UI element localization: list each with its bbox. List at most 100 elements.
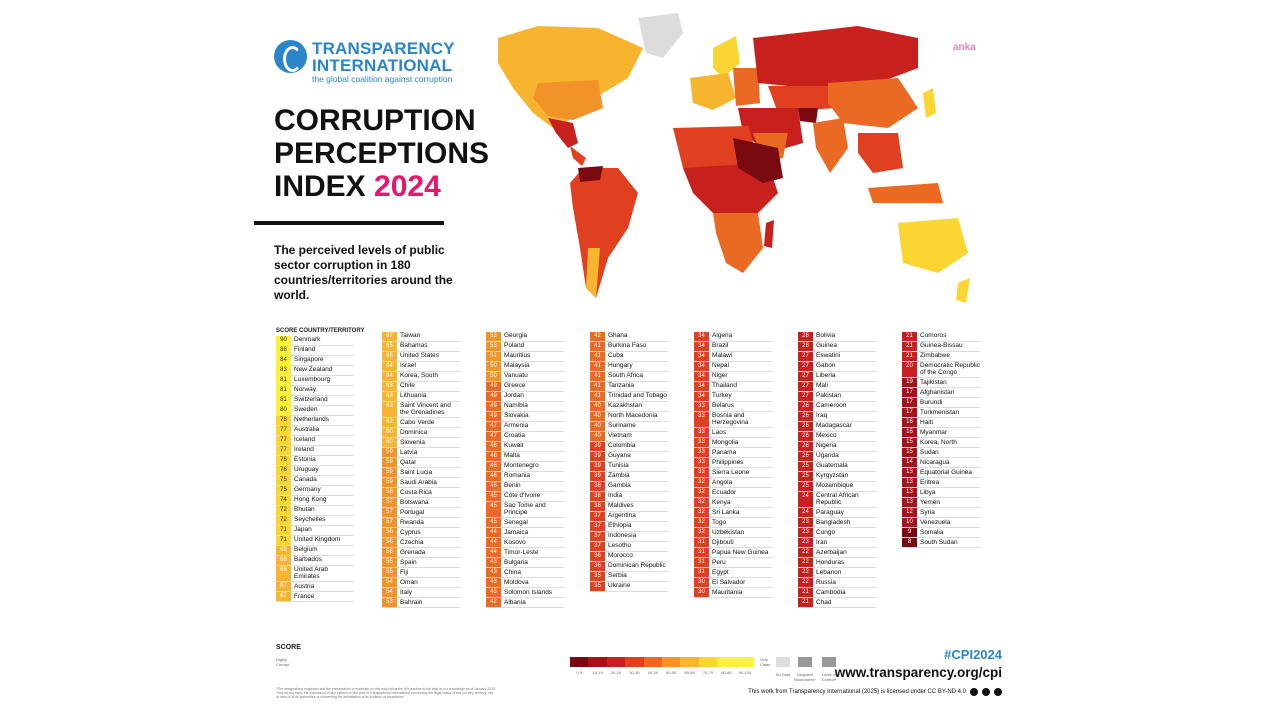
table-row: 25 Guatemala — [798, 462, 876, 472]
table-row: 40 Suriname — [590, 422, 668, 432]
score-cell: 53 — [382, 598, 397, 608]
score-cell: 22 — [798, 568, 813, 578]
table-row: 21 Guinea-Bissau — [902, 342, 980, 352]
table-row: 43 Bulgaria — [486, 558, 564, 569]
score-cell: 21 — [902, 332, 917, 341]
ranking-column: 67 Taiwan 65 Bahamas 65 United States 64 Israel… — [382, 332, 460, 609]
map-kazakhstan-central — [768, 86, 838, 113]
country-cell: Montenegro — [504, 462, 539, 470]
country-cell: Timor-Leste — [504, 548, 539, 556]
table-row: 81 Luxembourg — [276, 376, 354, 386]
country-cell: Canada — [294, 476, 317, 484]
score-cell: 42 — [590, 332, 605, 341]
table-row: 38 Gambia — [590, 482, 668, 492]
score-cell: 71 — [276, 536, 291, 545]
country-cell: Cabo Verde — [400, 418, 435, 426]
table-row: 22 Honduras — [798, 558, 876, 569]
table-row: 32 Sri Lanka — [694, 508, 772, 519]
table-row: 14 Nicaragua — [902, 458, 980, 469]
score-cell: 33 — [694, 402, 709, 411]
map-new-zealand — [956, 278, 970, 303]
table-row: 32 Uzbekistan — [694, 528, 772, 539]
country-cell: Saint Lucia — [400, 468, 433, 476]
table-row: 64 Korea, South — [382, 372, 460, 382]
score-cell: 55 — [382, 558, 397, 568]
country-cell: Albania — [504, 598, 526, 606]
country-cell: Mexico — [816, 432, 837, 440]
table-row: 59 Latvia — [382, 448, 460, 459]
country-cell: Japan — [294, 526, 312, 534]
scale-tick-label: 0-9 — [576, 670, 583, 675]
table-row: 32 Ecuador — [694, 488, 772, 499]
score-cell: 30 — [694, 578, 709, 588]
country-cell: Thailand — [712, 382, 737, 390]
score-cell: 46 — [486, 472, 501, 481]
table-row: 46 Malta — [486, 452, 564, 462]
map-mexico — [548, 118, 578, 148]
score-cell: 32 — [694, 488, 709, 498]
score-cell: 53 — [486, 342, 501, 351]
score-cell: 31 — [694, 558, 709, 568]
score-cell: 26 — [798, 432, 813, 441]
score-cell: 63 — [382, 402, 397, 418]
table-row: 44 Timor-Leste — [486, 548, 564, 559]
table-row: 26 Uganda — [798, 452, 876, 462]
hashtag-link[interactable]: #CPI2024 — [944, 647, 1002, 662]
country-cell: Malta — [504, 452, 520, 460]
score-cell: 21 — [798, 598, 813, 608]
table-row: 63 Lithuania — [382, 392, 460, 402]
table-row: 63 Chile — [382, 382, 460, 392]
score-cell: 42 — [486, 598, 501, 608]
table-row: 81 Norway — [276, 386, 354, 396]
score-cell: 62 — [382, 418, 397, 428]
table-row: 42 Albania — [486, 598, 564, 609]
score-cell: 31 — [694, 538, 709, 548]
country-cell: Armenia — [504, 422, 529, 430]
scale-swatch — [680, 657, 699, 667]
table-row: 21 Chad — [798, 598, 876, 609]
table-row: 74 Hong Kong — [276, 496, 354, 506]
table-row: 90 Denmark — [276, 336, 354, 346]
control-swatch — [822, 657, 836, 667]
table-row: 40 Vietnam — [590, 432, 668, 442]
country-cell: Democratic Republic of the Congo — [920, 362, 980, 376]
score-cell: 36 — [590, 562, 605, 571]
legend-ticks: 0-9 10-19 20-29 30-39 40-49 50-59 60-69 70-79 80… — [570, 670, 754, 675]
table-row: 68 Barbados — [276, 556, 354, 566]
score-cell: 81 — [276, 376, 291, 385]
country-cell: Mauritania — [712, 588, 743, 596]
page-title: CORRUPTION PERCEPTIONS INDEX 2024 — [274, 104, 489, 203]
country-cell: Zambia — [608, 472, 630, 480]
disputed-label: Disputed Boundaries* — [794, 672, 816, 682]
table-row: 49 Jordan — [486, 392, 564, 402]
score-cell: 15 — [902, 438, 917, 448]
country-cell: Syria — [920, 508, 935, 516]
map-africa-north — [673, 126, 758, 173]
website-link[interactable]: www.transparency.org/cpi — [834, 665, 1002, 680]
table-row: 26 Nigeria — [798, 442, 876, 452]
scale-tick-label: 30-39 — [629, 670, 640, 675]
scale-swatch — [606, 657, 626, 667]
table-row: 19 Tajikistan — [902, 378, 980, 389]
score-cell: 57 — [382, 508, 397, 518]
country-cell: Iceland — [294, 436, 315, 444]
country-cell: Senegal — [504, 518, 528, 526]
country-cell: Korea, North — [920, 438, 957, 446]
table-row: 59 Saint Lucia — [382, 468, 460, 479]
score-cell: 26 — [798, 442, 813, 451]
table-row: 45 Côte d'Ivoire — [486, 492, 564, 502]
score-cell: 27 — [798, 362, 813, 371]
score-cell: 21 — [902, 342, 917, 351]
scale-tick-label: 60-69 — [684, 670, 695, 675]
country-cell: Zimbabwe — [920, 352, 950, 360]
legend-title: SCORE — [276, 644, 301, 651]
table-row: 56 Grenada — [382, 548, 460, 559]
country-cell: Haiti — [920, 418, 934, 426]
table-row: 56 Czechia — [382, 538, 460, 549]
score-cell: 71 — [276, 526, 291, 535]
table-row: 55 Spain — [382, 558, 460, 569]
table-row: 57 Rwanda — [382, 518, 460, 529]
table-row: 45 Benin — [486, 482, 564, 492]
country-cell: Korea, South — [400, 372, 438, 380]
score-cell: 84 — [276, 356, 291, 365]
